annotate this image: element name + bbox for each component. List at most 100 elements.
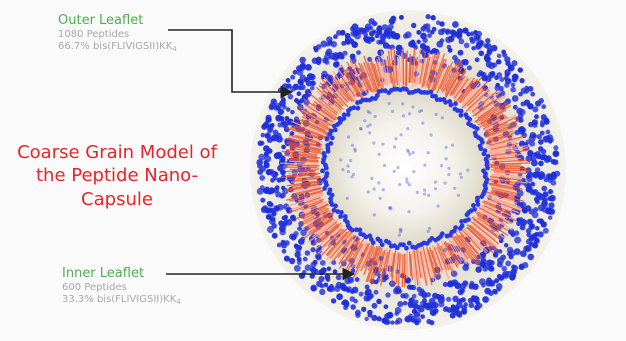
- core-bead: [350, 143, 355, 147]
- outer-bead: [471, 297, 477, 303]
- outer-bead: [336, 30, 342, 36]
- tail-line: [492, 173, 524, 178]
- outer-bead: [450, 304, 456, 310]
- outer-bead: [456, 28, 464, 35]
- outer-bead: [445, 296, 452, 302]
- tail-line: [297, 105, 333, 127]
- core-bead: [366, 190, 370, 194]
- inner-bead: [433, 237, 439, 243]
- outer-bead: [519, 108, 526, 116]
- outer-bead: [492, 252, 499, 258]
- outer-bead: [458, 298, 464, 304]
- outer-bead: [547, 173, 554, 180]
- outer-bead: [530, 91, 536, 97]
- outer-bead: [505, 260, 512, 267]
- core-bead: [407, 150, 411, 154]
- tail-line: [331, 83, 349, 103]
- outer-bead: [264, 120, 270, 127]
- tail-line: [429, 61, 440, 89]
- tail-line: [465, 89, 490, 112]
- outer-bead: [413, 299, 419, 305]
- outer-bead: [489, 260, 495, 266]
- core-bead: [387, 101, 391, 106]
- tail-line: [338, 239, 357, 265]
- inner-bead: [471, 203, 476, 208]
- core-bead: [377, 152, 381, 156]
- tail-line: [387, 50, 395, 88]
- tail-line: [485, 119, 520, 135]
- core-bead: [366, 124, 370, 128]
- outer-bead: [537, 139, 544, 145]
- tail-line: [461, 79, 489, 109]
- outer-bead: [272, 186, 280, 194]
- core-bead: [415, 190, 419, 194]
- tail-line: [436, 64, 450, 94]
- inner-bead: [343, 217, 348, 223]
- outer-bead: [268, 188, 275, 195]
- tail-line: [308, 104, 333, 122]
- outer-bead: [451, 279, 459, 287]
- hydrophobic-tails: [279, 47, 531, 288]
- outer-bead: [457, 49, 464, 56]
- tail-line: [425, 52, 437, 87]
- outer-bead: [483, 43, 489, 48]
- outer-bead: [304, 264, 312, 271]
- outer-bead: [485, 37, 491, 44]
- tail-line: [459, 77, 482, 104]
- outer-bead: [474, 304, 480, 311]
- tail-line: [488, 141, 517, 150]
- tail-line: [287, 171, 319, 175]
- outer-bead: [366, 296, 372, 302]
- core-bead: [390, 109, 395, 113]
- outer-bead: [550, 158, 557, 165]
- outer-bead: [354, 277, 360, 282]
- outer-bead: [445, 28, 451, 34]
- core-bead: [427, 193, 431, 197]
- outer-bead: [436, 40, 444, 48]
- outer-bead: [528, 235, 535, 242]
- core-bead: [372, 141, 376, 145]
- outer-bead: [468, 302, 475, 309]
- core-bead: [346, 164, 350, 168]
- outer-bead: [266, 124, 274, 132]
- outer-bead: [429, 302, 437, 309]
- outer-bead: [496, 72, 503, 79]
- tail-line: [476, 217, 499, 233]
- outer-bead: [326, 36, 333, 43]
- tail-line: [486, 195, 522, 209]
- tail-line: [376, 250, 385, 276]
- outer-bead: [288, 257, 296, 265]
- tail-line: [466, 87, 486, 107]
- tail-line: [472, 90, 502, 115]
- outer-bead: [260, 197, 266, 203]
- core-bead: [366, 109, 370, 114]
- tail-line: [345, 69, 364, 98]
- tail-line: [420, 57, 427, 85]
- inner-bead: [341, 112, 347, 118]
- outer-bead: [305, 79, 313, 87]
- tail-line: [325, 231, 348, 256]
- tail-line: [441, 244, 455, 271]
- tail-line: [431, 249, 442, 278]
- outer-bead: [496, 53, 502, 59]
- tail-line: [390, 48, 396, 88]
- tail-line: [313, 101, 338, 120]
- outer-bead: [315, 57, 322, 64]
- outer-bead: [457, 34, 463, 40]
- tail-line: [484, 122, 508, 134]
- outer-bead: [333, 52, 339, 58]
- outer-bead: [446, 281, 453, 288]
- tail-line: [443, 242, 459, 269]
- tail-line: [395, 252, 400, 285]
- outer-bead: [534, 225, 540, 231]
- tail-line: [345, 238, 361, 262]
- tail-line: [380, 50, 389, 85]
- outer-bead: [540, 221, 547, 228]
- outer-bead: [323, 282, 329, 288]
- inner-bead: [333, 203, 338, 209]
- outer-bead: [524, 245, 532, 252]
- tail-line: [306, 211, 335, 229]
- outer-bead: [296, 256, 302, 263]
- outer-bead: [520, 101, 526, 107]
- outer-bead: [474, 57, 480, 63]
